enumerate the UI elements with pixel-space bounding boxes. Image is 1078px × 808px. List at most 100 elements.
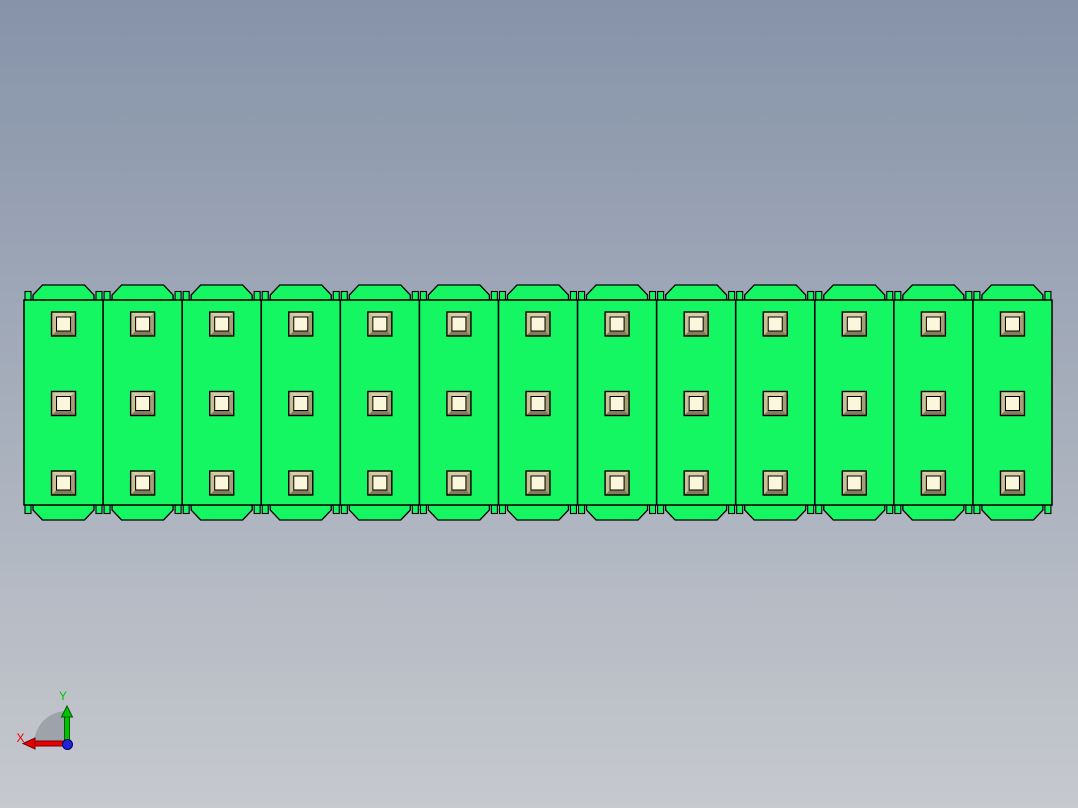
segment-bottom-notch: [736, 504, 744, 515]
triad-rotation-sector: [34, 711, 67, 744]
pin-contact[interactable]: [50, 311, 77, 337]
pin-contact[interactable]: [50, 470, 77, 496]
pin-contact[interactable]: [841, 311, 868, 337]
header-segment[interactable]: [261, 284, 340, 521]
segment-bottom-notch: [807, 504, 815, 515]
pin-contact[interactable]: [288, 390, 314, 417]
pin-bevel-bottom: [446, 410, 471, 416]
pin-bevel-top: [684, 312, 709, 317]
segment-top-notch: [648, 290, 657, 301]
pin-contact[interactable]: [367, 470, 393, 496]
segment-bottom-tab: [190, 504, 253, 521]
pin-bevel-bottom: [605, 410, 630, 416]
pin-contact[interactable]: [604, 470, 630, 496]
pin-contact[interactable]: [841, 390, 868, 417]
segment-bottom-notch: [569, 504, 578, 515]
pin-contact[interactable]: [288, 470, 314, 496]
pin-bevel-bottom: [1000, 490, 1025, 495]
pin-contact[interactable]: [367, 311, 393, 337]
pin-center-face: [56, 475, 72, 491]
segment-top-tab: [348, 284, 411, 301]
segment-bottom-notch: [657, 504, 665, 515]
pin-contact[interactable]: [208, 390, 235, 417]
segment-top-tab: [269, 284, 332, 301]
pin-outline: [129, 470, 156, 496]
header-segment[interactable]: [577, 284, 657, 521]
segment-bottom-tab: [111, 504, 174, 521]
pin-bevel-top: [763, 312, 788, 317]
pin-contact[interactable]: [999, 470, 1026, 496]
pin-bevel-right: [703, 312, 709, 336]
header-segment[interactable]: [182, 284, 261, 521]
pin-contact[interactable]: [604, 311, 630, 337]
segment-bottom-notch: [332, 504, 340, 515]
segment-bottom-notch: [24, 504, 32, 515]
pin-outline: [762, 470, 788, 496]
header-segment[interactable]: [657, 284, 736, 521]
segment-top-tab: [902, 284, 965, 301]
pin-contact[interactable]: [920, 470, 947, 496]
segment-top-notch: [182, 290, 190, 301]
pin-contact[interactable]: [683, 390, 709, 417]
pin-contact[interactable]: [446, 311, 472, 337]
header-segment[interactable]: [419, 284, 498, 521]
pin-bevel-left: [288, 471, 294, 495]
pin-bevel-top: [763, 471, 788, 476]
pin-contact[interactable]: [604, 390, 630, 417]
pin-contact[interactable]: [446, 390, 472, 417]
pin-contact[interactable]: [129, 470, 156, 496]
pin-contact[interactable]: [208, 311, 235, 337]
pin-bevel-bottom: [209, 490, 234, 495]
pin-center-face: [688, 316, 704, 332]
pin-bevel-right: [149, 391, 155, 416]
pin-bevel-top: [288, 312, 313, 317]
pin-contact[interactable]: [208, 470, 235, 496]
pin-center-face: [214, 316, 230, 332]
header-segment[interactable]: [973, 284, 1052, 521]
pin-center-face: [293, 316, 309, 332]
pin-bevel-right: [70, 391, 76, 416]
pin-contact[interactable]: [50, 390, 77, 417]
pin-outline: [683, 390, 709, 417]
pin-bevel-bottom: [526, 490, 550, 495]
pin-contact[interactable]: [683, 311, 709, 337]
pin-contact[interactable]: [762, 470, 788, 496]
pin-bevel-top: [526, 391, 550, 397]
pin-bevel-bottom: [526, 410, 550, 416]
segment-top-notch: [261, 290, 269, 301]
pin-contact[interactable]: [762, 311, 788, 337]
pin-bevel-bottom: [367, 331, 392, 336]
pin-contact[interactable]: [841, 470, 868, 496]
pin-center-face: [1004, 475, 1020, 491]
pin-contact[interactable]: [683, 470, 709, 496]
pin-contact[interactable]: [525, 390, 551, 417]
segment-bottom-notch: [973, 504, 981, 515]
pin-contact[interactable]: [367, 390, 393, 417]
pin-contact[interactable]: [999, 311, 1026, 337]
segment-top-tab: [981, 284, 1044, 301]
pin-bevel-bottom: [842, 331, 867, 336]
pin-bevel-bottom: [684, 410, 709, 416]
pin-contact[interactable]: [129, 311, 156, 337]
header-segment[interactable]: [103, 284, 182, 521]
pin-header-model[interactable]: [23, 283, 1053, 523]
pin-contact[interactable]: [762, 390, 788, 417]
pin-contact[interactable]: [288, 311, 314, 337]
pin-center-face: [293, 396, 309, 411]
pin-contact[interactable]: [129, 390, 156, 417]
pin-contact[interactable]: [525, 470, 551, 496]
pin-contact[interactable]: [999, 390, 1026, 417]
pin-contact[interactable]: [920, 311, 947, 337]
pin-bevel-left: [684, 312, 690, 336]
pin-bevel-left: [921, 312, 927, 336]
segment-top-tab: [664, 284, 728, 301]
pin-bevel-left: [130, 471, 136, 495]
segment-bottom-notch: [965, 504, 973, 515]
pin-contact[interactable]: [920, 390, 947, 417]
segment-bottom-notch: [174, 504, 182, 515]
pin-contact[interactable]: [525, 311, 551, 337]
pin-bevel-bottom: [921, 490, 946, 495]
pin-contact[interactable]: [446, 470, 472, 496]
pin-bevel-top: [921, 391, 946, 397]
